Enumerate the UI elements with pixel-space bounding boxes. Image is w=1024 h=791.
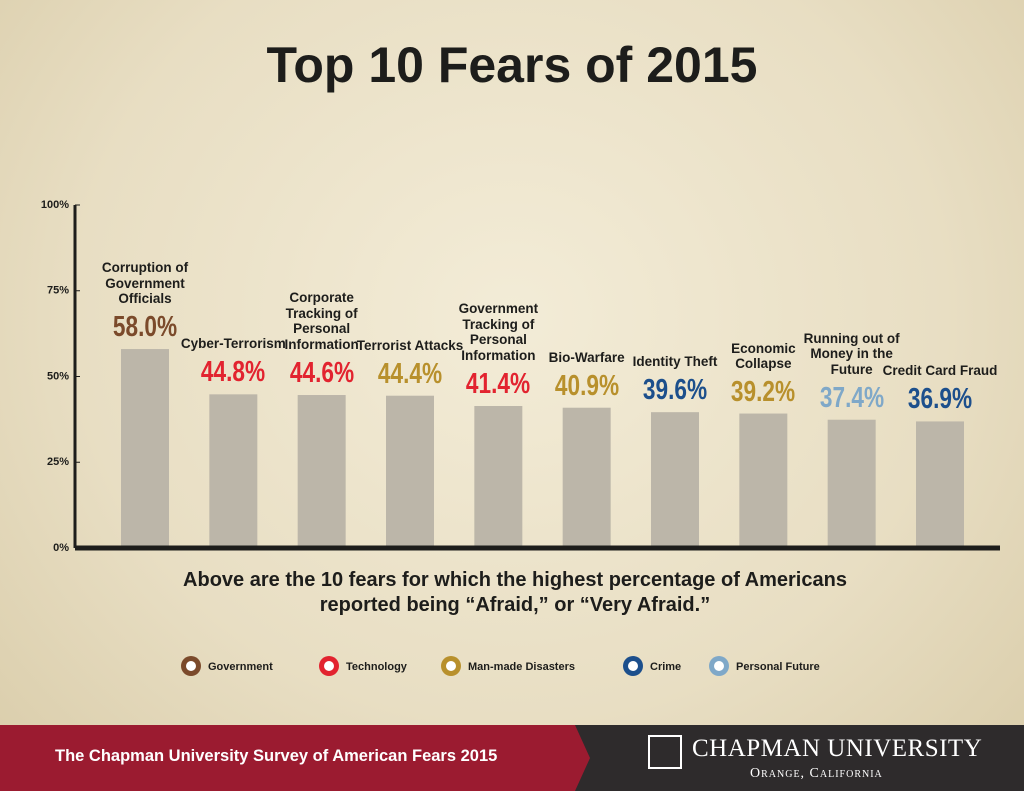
category-label: Corporate Tracking of Personal Informati… <box>284 290 359 352</box>
bar <box>209 394 258 548</box>
category-label: Terrorist Attacks <box>356 337 464 353</box>
legend-icon-center <box>186 661 196 671</box>
legend-icon-center <box>446 661 456 671</box>
y-tick-label: 75% <box>47 285 69 297</box>
brand: Chapman University <box>692 735 983 762</box>
footer-text: The Chapman University Survey of America… <box>55 747 498 765</box>
category-label: Economic Collapse <box>731 340 796 372</box>
bar <box>651 412 699 548</box>
bar <box>297 395 346 548</box>
category-label: Credit Card Fraud <box>882 363 998 379</box>
value-label: 39.2% <box>731 375 796 408</box>
value-label: 36.9% <box>907 383 973 416</box>
value-label: 40.9% <box>554 369 619 402</box>
legend-icon-center <box>324 661 334 671</box>
category-label: Running out of Money in the Future <box>803 330 900 378</box>
value-label: 44.4% <box>377 357 443 390</box>
category-label: Corruption of Government Officials <box>101 260 189 307</box>
bar <box>916 421 964 548</box>
footer: The Chapman University Survey of America… <box>0 725 1024 791</box>
category-label: Government Tracking of Personal Informat… <box>458 300 539 363</box>
legend-label: Personal Future <box>736 661 820 673</box>
legend-icon-center <box>714 661 724 671</box>
value-label: 41.4% <box>466 367 531 400</box>
logo <box>648 735 682 769</box>
category-label: Cyber-Terrorism <box>180 336 286 352</box>
value-label: 37.4% <box>819 381 884 414</box>
legend-label: Crime <box>650 661 681 673</box>
bar <box>739 413 788 548</box>
bar <box>827 419 876 548</box>
chart-title: Top 10 Fears of 2015 <box>266 37 758 93</box>
category-label: Identity Theft <box>632 354 718 370</box>
y-tick-label: 25% <box>47 456 69 468</box>
legend-icon-center <box>628 661 638 671</box>
bar <box>562 407 611 548</box>
legend-label: Man-made Disasters <box>468 661 575 673</box>
y-tick-label: 100% <box>41 199 69 211</box>
y-tick-label: 0% <box>53 542 69 554</box>
chart: 0% 25% 50% 75% 100% Government Technology Man-m… <box>41 199 1000 676</box>
category-label: Bio-Warfare <box>548 349 625 365</box>
bar <box>386 395 434 548</box>
value-label: 44.6% <box>289 357 354 390</box>
bar <box>121 349 169 548</box>
value-label: 58.0% <box>112 311 178 344</box>
footer-band <box>0 725 590 791</box>
chart-note: Above are the 10 fears for which the hig… <box>183 569 847 616</box>
value-label: 39.6% <box>642 374 708 407</box>
bar <box>474 405 523 548</box>
legend-label: Government <box>208 661 273 673</box>
brand-location: Orange, California <box>750 766 883 781</box>
legend-label: Technology <box>346 661 408 673</box>
y-tick-label: 50% <box>47 370 69 382</box>
value-label: 44.8% <box>201 356 266 389</box>
